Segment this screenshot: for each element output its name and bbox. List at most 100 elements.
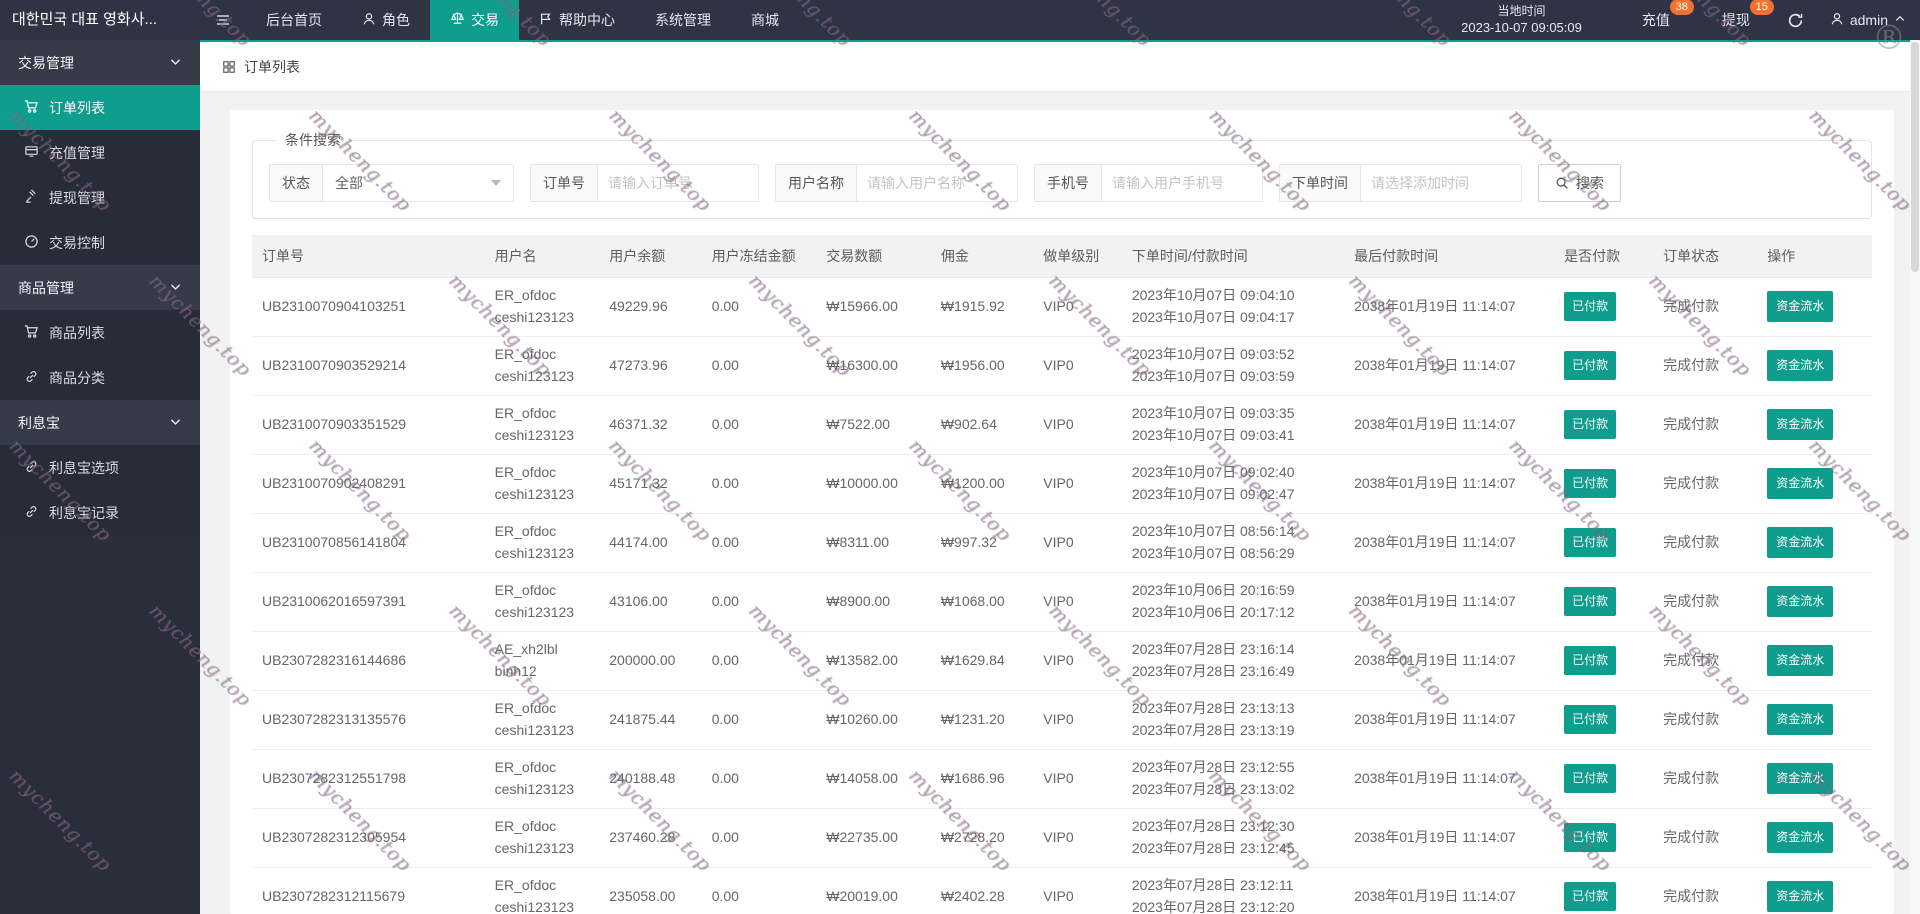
withdraw-link[interactable]: 提现 15 — [1722, 0, 1774, 30]
fund-flow-button[interactable]: 资金流水 — [1767, 350, 1834, 381]
amount-cell: ₩10260.00 — [816, 690, 931, 750]
order-time-line2: 2023年07月28日 23:13:02 — [1131, 780, 1295, 797]
recharge-link[interactable]: 充值 38 — [1642, 0, 1694, 30]
sidebar: 交易管理 订单列表 充值管理 提现管理 交易控制 商品管理 商品列表 商品分类 … — [0, 40, 200, 914]
order-time-cell: 2023年07月28日 23:12:30 2023年07月28日 23:12:4… — [1121, 808, 1345, 868]
user-menu[interactable]: admin — [1830, 12, 1906, 29]
action-cell: 资金流水 — [1757, 395, 1872, 455]
fund-flow-button[interactable]: 资金流水 — [1767, 586, 1834, 617]
sidebar-item-label: 订单列表 — [49, 99, 105, 116]
amount-cell: ₩16300.00 — [816, 336, 931, 396]
hamburger-icon[interactable] — [200, 0, 246, 40]
action-cell: 资金流水 — [1757, 454, 1872, 514]
sidebar-item-goods-list[interactable]: 商品列表 — [0, 310, 200, 355]
nav-item-help[interactable]: 帮助中心 — [519, 0, 635, 40]
last-pay-time-cell: 2038年01月19日 11:14:07 — [1344, 395, 1555, 455]
sidebar-item-interest-options[interactable]: 利息宝选项 — [0, 445, 200, 490]
scrollbar-thumb[interactable] — [1911, 42, 1919, 272]
order-time-input[interactable] — [1361, 165, 1521, 201]
user-name-input[interactable] — [857, 165, 1017, 201]
nav-item-system[interactable]: 系统管理 — [635, 0, 731, 40]
nav-item-mall[interactable]: 商城 — [731, 0, 799, 40]
nav-item-label: 系统管理 — [655, 12, 711, 28]
paid-badge: 已付款 — [1564, 705, 1617, 734]
col-level: 做单级别 — [1033, 235, 1122, 278]
last-pay-time-cell: 2038年01月19日 11:14:07 — [1344, 631, 1555, 691]
level-cell: VIP0 — [1033, 631, 1122, 691]
status-select[interactable]: 全部 — [323, 165, 513, 201]
link-icon — [24, 459, 39, 477]
frozen-cell: 0.00 — [701, 336, 817, 396]
paid-badge: 已付款 — [1564, 469, 1617, 498]
nav-item-label: 后台首页 — [266, 12, 322, 28]
username-cell: ER_ofdoc ceshi123123 — [484, 808, 600, 868]
paid-badge: 已付款 — [1564, 587, 1617, 616]
balance-cell: 235058.00 — [599, 867, 702, 914]
fund-flow-button[interactable]: 资金流水 — [1767, 645, 1834, 676]
order-time-line2: 2023年07月28日 23:12:45 — [1131, 839, 1295, 856]
sidebar-item-interest-records[interactable]: 利息宝记录 — [0, 490, 200, 535]
status-cell: 完成付款 — [1653, 572, 1758, 632]
paid-cell: 已付款 — [1554, 808, 1654, 868]
sidebar-item-goods-category[interactable]: 商品分类 — [0, 355, 200, 400]
order-no-input[interactable] — [598, 165, 758, 201]
order-no-cell: UB2310070903351529 — [252, 395, 485, 455]
fund-flow-button[interactable]: 资金流水 — [1767, 468, 1834, 499]
search-button[interactable]: 搜索 — [1538, 164, 1621, 202]
fund-flow-button[interactable]: 资金流水 — [1767, 763, 1834, 794]
sidebar-item-trade-control[interactable]: 交易控制 — [0, 220, 200, 265]
amount-cell: ₩8311.00 — [816, 513, 931, 573]
sidebar-group-trade[interactable]: 交易管理 — [0, 40, 200, 85]
sidebar-item-withdraw[interactable]: 提现管理 — [0, 175, 200, 220]
fund-flow-button[interactable]: 资金流水 — [1767, 704, 1834, 735]
sidebar-item-order-list[interactable]: 订单列表 — [0, 85, 200, 130]
phone-input[interactable] — [1102, 165, 1262, 201]
amount-cell: ₩7522.00 — [816, 395, 931, 455]
level-cell: VIP0 — [1033, 690, 1122, 750]
fund-flow-button[interactable]: 资金流水 — [1767, 527, 1834, 558]
status-cell: 完成付款 — [1653, 395, 1758, 455]
link-icon — [24, 504, 39, 522]
order-time-line1: 2023年10月07日 09:04:10 — [1131, 286, 1295, 303]
nav-item-role[interactable]: 角色 — [342, 0, 430, 40]
order-time-line2: 2023年07月28日 23:16:49 — [1131, 662, 1295, 679]
link-icon — [24, 369, 39, 387]
commission-cell: ₩2728.20 — [930, 808, 1034, 868]
action-cell: 资金流水 — [1757, 690, 1872, 750]
list-icon — [222, 60, 236, 74]
phone-filter: 手机号 — [1034, 164, 1263, 202]
nav-item-trade[interactable]: 交易 — [430, 0, 519, 40]
phone-label: 手机号 — [1035, 165, 1102, 201]
paid-cell: 已付款 — [1554, 277, 1654, 337]
order-time-line1: 2023年07月28日 23:13:13 — [1131, 699, 1295, 716]
level-cell: VIP0 — [1033, 454, 1122, 514]
fund-flow-button[interactable]: 资金流水 — [1767, 409, 1834, 440]
commission-cell: ₩2402.28 — [930, 867, 1034, 914]
amount-cell: ₩22735.00 — [816, 808, 931, 868]
level-cell: VIP0 — [1033, 808, 1122, 868]
fund-flow-button[interactable]: 资金流水 — [1767, 881, 1834, 912]
username-line2: ceshi123123 — [494, 839, 575, 856]
sidebar-group-goods[interactable]: 商品管理 — [0, 265, 200, 310]
action-cell: 资金流水 — [1757, 867, 1872, 914]
amount-cell: ₩20019.00 — [816, 867, 931, 914]
action-cell: 资金流水 — [1757, 631, 1872, 691]
cart-icon — [24, 99, 39, 117]
username-cell: ER_ofdoc ceshi123123 — [484, 395, 600, 455]
username-line1: ER_ofdoc — [494, 522, 557, 539]
nav-item-dashboard[interactable]: 后台首页 — [246, 0, 342, 40]
fund-flow-button[interactable]: 资金流水 — [1767, 291, 1834, 322]
fund-flow-button[interactable]: 资金流水 — [1767, 822, 1834, 853]
vertical-scrollbar[interactable] — [1910, 40, 1920, 914]
last-pay-time-cell: 2038年01月19日 11:14:07 — [1344, 808, 1555, 868]
search-button-label: 搜索 — [1576, 175, 1604, 191]
nav-item-label: 角色 — [382, 12, 410, 28]
last-pay-time-cell: 2038年01月19日 11:14:07 — [1344, 513, 1555, 573]
action-cell: 资金流水 — [1757, 513, 1872, 573]
sidebar-group-interest[interactable]: 利息宝 — [0, 400, 200, 445]
status-cell: 完成付款 — [1653, 690, 1758, 750]
recharge-badge: 38 — [1669, 0, 1694, 15]
username-cell: ER_ofdoc ceshi123123 — [484, 867, 600, 914]
sidebar-item-recharge[interactable]: 充值管理 — [0, 130, 200, 175]
refresh-icon[interactable] — [1776, 0, 1816, 40]
